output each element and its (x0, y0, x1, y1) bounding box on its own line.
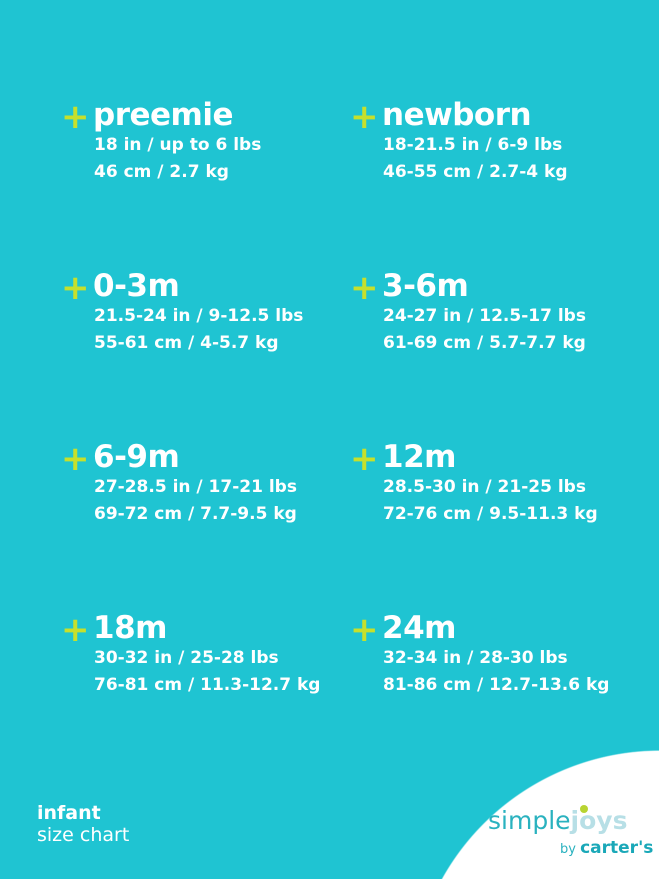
brand-byline: by carter's (560, 838, 653, 858)
size-metric: 55-61 cm / 4-5.7 kg (94, 333, 279, 353)
size-metric: 81-86 cm / 12.7-13.6 kg (383, 675, 610, 695)
size-imperial: 18 in / up to 6 lbs (94, 135, 262, 155)
size-metric: 46-55 cm / 2.7-4 kg (383, 162, 568, 182)
size-name: newborn (382, 97, 532, 133)
size-name: 0-3m (93, 268, 180, 304)
caption-title: infant (37, 802, 101, 824)
size-metric: 69-72 cm / 7.7-9.5 kg (94, 504, 297, 524)
plus-icon: + (61, 97, 90, 137)
logo-circle (441, 750, 659, 879)
plus-icon: + (350, 439, 379, 479)
plus-icon: + (350, 610, 379, 650)
size-metric: 76-81 cm / 11.3-12.7 kg (94, 675, 321, 695)
plus-icon: + (61, 439, 90, 479)
plus-icon: + (61, 268, 90, 308)
brand-logo: simplejoys (488, 806, 627, 835)
logo-dot (580, 805, 588, 813)
logo-simple: simple (488, 806, 571, 835)
size-imperial: 21.5-24 in / 9-12.5 lbs (94, 306, 304, 326)
size-name: 24m (382, 610, 456, 646)
size-metric: 72-76 cm / 9.5-11.3 kg (383, 504, 598, 524)
plus-icon: + (61, 610, 90, 650)
size-imperial: 27-28.5 in / 17-21 lbs (94, 477, 297, 497)
plus-icon: + (350, 268, 379, 308)
logo-by: by (560, 842, 576, 857)
size-imperial: 24-27 in / 12.5-17 lbs (383, 306, 586, 326)
caption-subtitle: size chart (37, 824, 130, 846)
size-metric: 61-69 cm / 5.7-7.7 kg (383, 333, 586, 353)
size-imperial: 18-21.5 in / 6-9 lbs (383, 135, 563, 155)
size-name: 18m (93, 610, 167, 646)
size-name: 12m (382, 439, 456, 475)
logo-joys: joys (570, 806, 628, 835)
size-imperial: 32-34 in / 28-30 lbs (383, 648, 568, 668)
logo-carters: carter's (580, 838, 654, 858)
size-metric: 46 cm / 2.7 kg (94, 162, 229, 182)
size-name: 6-9m (93, 439, 180, 475)
size-name: preemie (93, 97, 233, 133)
size-imperial: 28.5-30 in / 21-25 lbs (383, 477, 586, 497)
chart-caption: infant size chart (37, 802, 129, 846)
plus-icon: + (350, 97, 379, 137)
size-imperial: 30-32 in / 25-28 lbs (94, 648, 279, 668)
size-name: 3-6m (382, 268, 469, 304)
